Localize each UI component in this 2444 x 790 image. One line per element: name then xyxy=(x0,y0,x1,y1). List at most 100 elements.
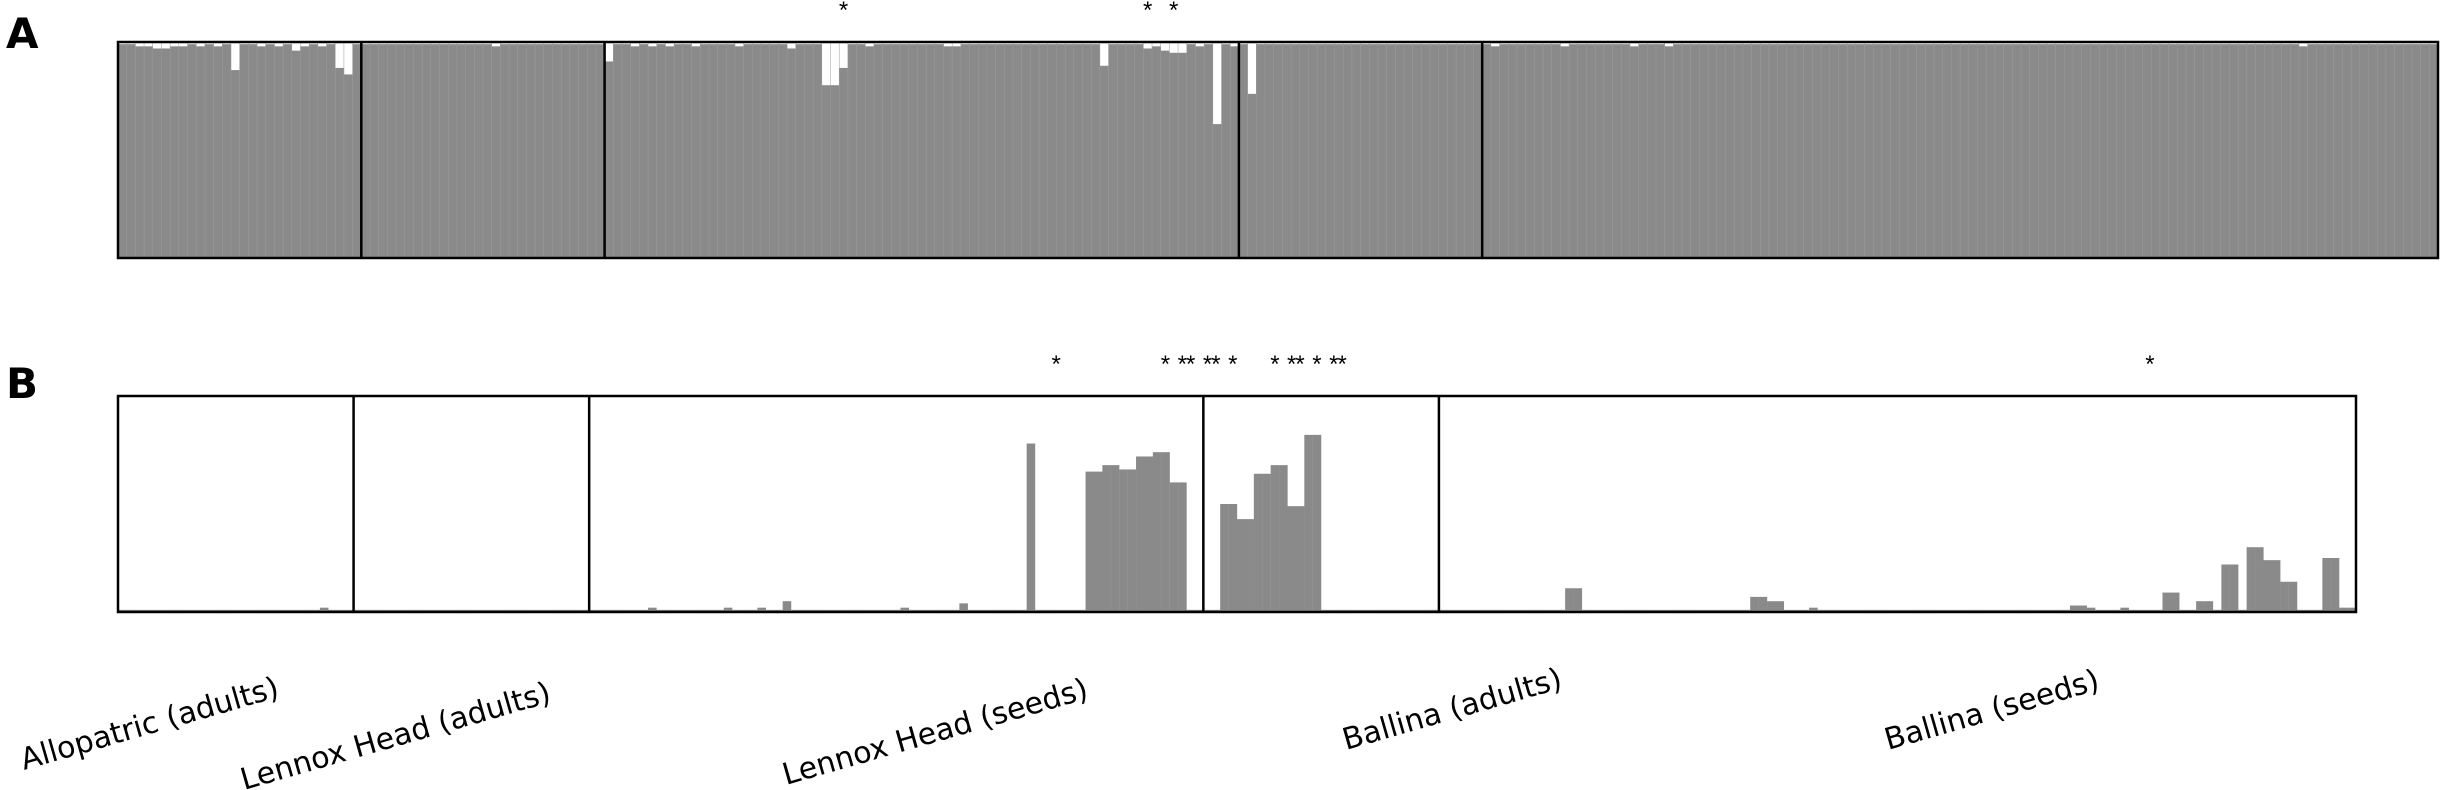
significance-star: * xyxy=(1228,351,1237,378)
bar xyxy=(1262,473,1271,612)
bar xyxy=(2316,44,2326,258)
bar xyxy=(1295,506,1305,612)
significance-star: * xyxy=(2145,351,2154,378)
bar xyxy=(2073,44,2082,258)
bar xyxy=(2290,44,2300,258)
bar xyxy=(474,44,484,258)
bar xyxy=(1160,50,1170,258)
significance-star: * xyxy=(1203,351,1212,378)
significance-star: * xyxy=(1211,351,1220,378)
significance-star: * xyxy=(1295,351,1304,378)
bar xyxy=(1473,44,1483,258)
significance-star: * xyxy=(1329,351,1338,378)
bar xyxy=(1117,44,1127,258)
bar xyxy=(2186,44,2195,258)
bar xyxy=(2038,44,2048,258)
bar xyxy=(1603,44,1613,258)
bar xyxy=(1750,596,1759,612)
bar xyxy=(2411,44,2421,258)
bar xyxy=(2394,44,2404,258)
bar xyxy=(291,50,301,258)
bar xyxy=(248,44,258,258)
bar xyxy=(213,46,223,258)
bar xyxy=(656,44,666,258)
bar xyxy=(239,44,249,258)
bar xyxy=(2120,607,2129,612)
bar xyxy=(1551,44,1561,258)
bar xyxy=(2330,558,2340,612)
bar xyxy=(1855,44,1865,258)
significance-star: * xyxy=(1161,351,1170,378)
bar xyxy=(2280,581,2289,612)
bar xyxy=(1699,44,1709,258)
bar xyxy=(1230,46,1240,258)
bar xyxy=(900,44,909,258)
bar xyxy=(752,44,762,258)
bar xyxy=(959,603,968,612)
bar xyxy=(2212,44,2221,258)
bar xyxy=(1621,44,1631,258)
bar xyxy=(1228,504,1238,612)
bar xyxy=(526,44,536,258)
bar xyxy=(1004,44,1014,258)
bar xyxy=(274,46,284,258)
bar xyxy=(352,44,362,258)
bar xyxy=(795,44,805,258)
bar xyxy=(1708,44,1717,258)
bar xyxy=(1279,465,1288,612)
significance-star: * xyxy=(1337,351,1346,378)
bar xyxy=(1490,46,1500,258)
bar xyxy=(2125,44,2135,258)
bar xyxy=(118,44,127,258)
panel-a: A * * * xyxy=(6,0,2440,260)
bar xyxy=(1245,519,1254,612)
bar xyxy=(2322,558,2331,612)
bar xyxy=(2420,44,2430,258)
bar xyxy=(2325,44,2334,258)
bar xyxy=(682,44,692,258)
bar xyxy=(2377,44,2387,258)
bar xyxy=(700,44,710,258)
bar xyxy=(2055,44,2065,258)
bar xyxy=(509,44,518,258)
bar xyxy=(1595,44,1604,258)
bar xyxy=(1152,452,1162,612)
bar xyxy=(413,44,423,258)
bar xyxy=(1264,44,1274,258)
bar xyxy=(1647,44,1657,258)
bar xyxy=(1178,52,1187,258)
bar xyxy=(535,44,544,258)
bar xyxy=(2307,44,2317,258)
bar xyxy=(1829,44,1839,258)
bar xyxy=(952,46,961,258)
bar xyxy=(1890,44,1900,258)
bar xyxy=(2168,44,2178,258)
bar xyxy=(604,61,614,258)
bar xyxy=(1291,44,1300,258)
bar xyxy=(2229,564,2239,612)
bar xyxy=(1178,482,1187,612)
bar xyxy=(439,44,449,258)
bar xyxy=(1864,44,1874,258)
bar xyxy=(491,46,501,258)
bar xyxy=(1795,44,1804,258)
bar xyxy=(1220,504,1229,612)
bar xyxy=(1026,443,1036,612)
bar xyxy=(204,44,214,258)
bar xyxy=(1899,44,1909,258)
bar xyxy=(1543,44,1552,258)
bar xyxy=(665,46,675,258)
bar xyxy=(2288,581,2298,612)
bar xyxy=(335,67,345,258)
significance-star: * xyxy=(1143,0,1152,24)
bar xyxy=(1237,519,1246,612)
bar xyxy=(2046,44,2056,258)
significance-star: * xyxy=(1178,351,1187,378)
bar xyxy=(2064,44,2074,258)
bar xyxy=(2133,44,2143,258)
bar xyxy=(222,44,232,258)
bar xyxy=(1169,52,1179,258)
bar xyxy=(1343,44,1353,258)
bar xyxy=(1438,44,1448,258)
